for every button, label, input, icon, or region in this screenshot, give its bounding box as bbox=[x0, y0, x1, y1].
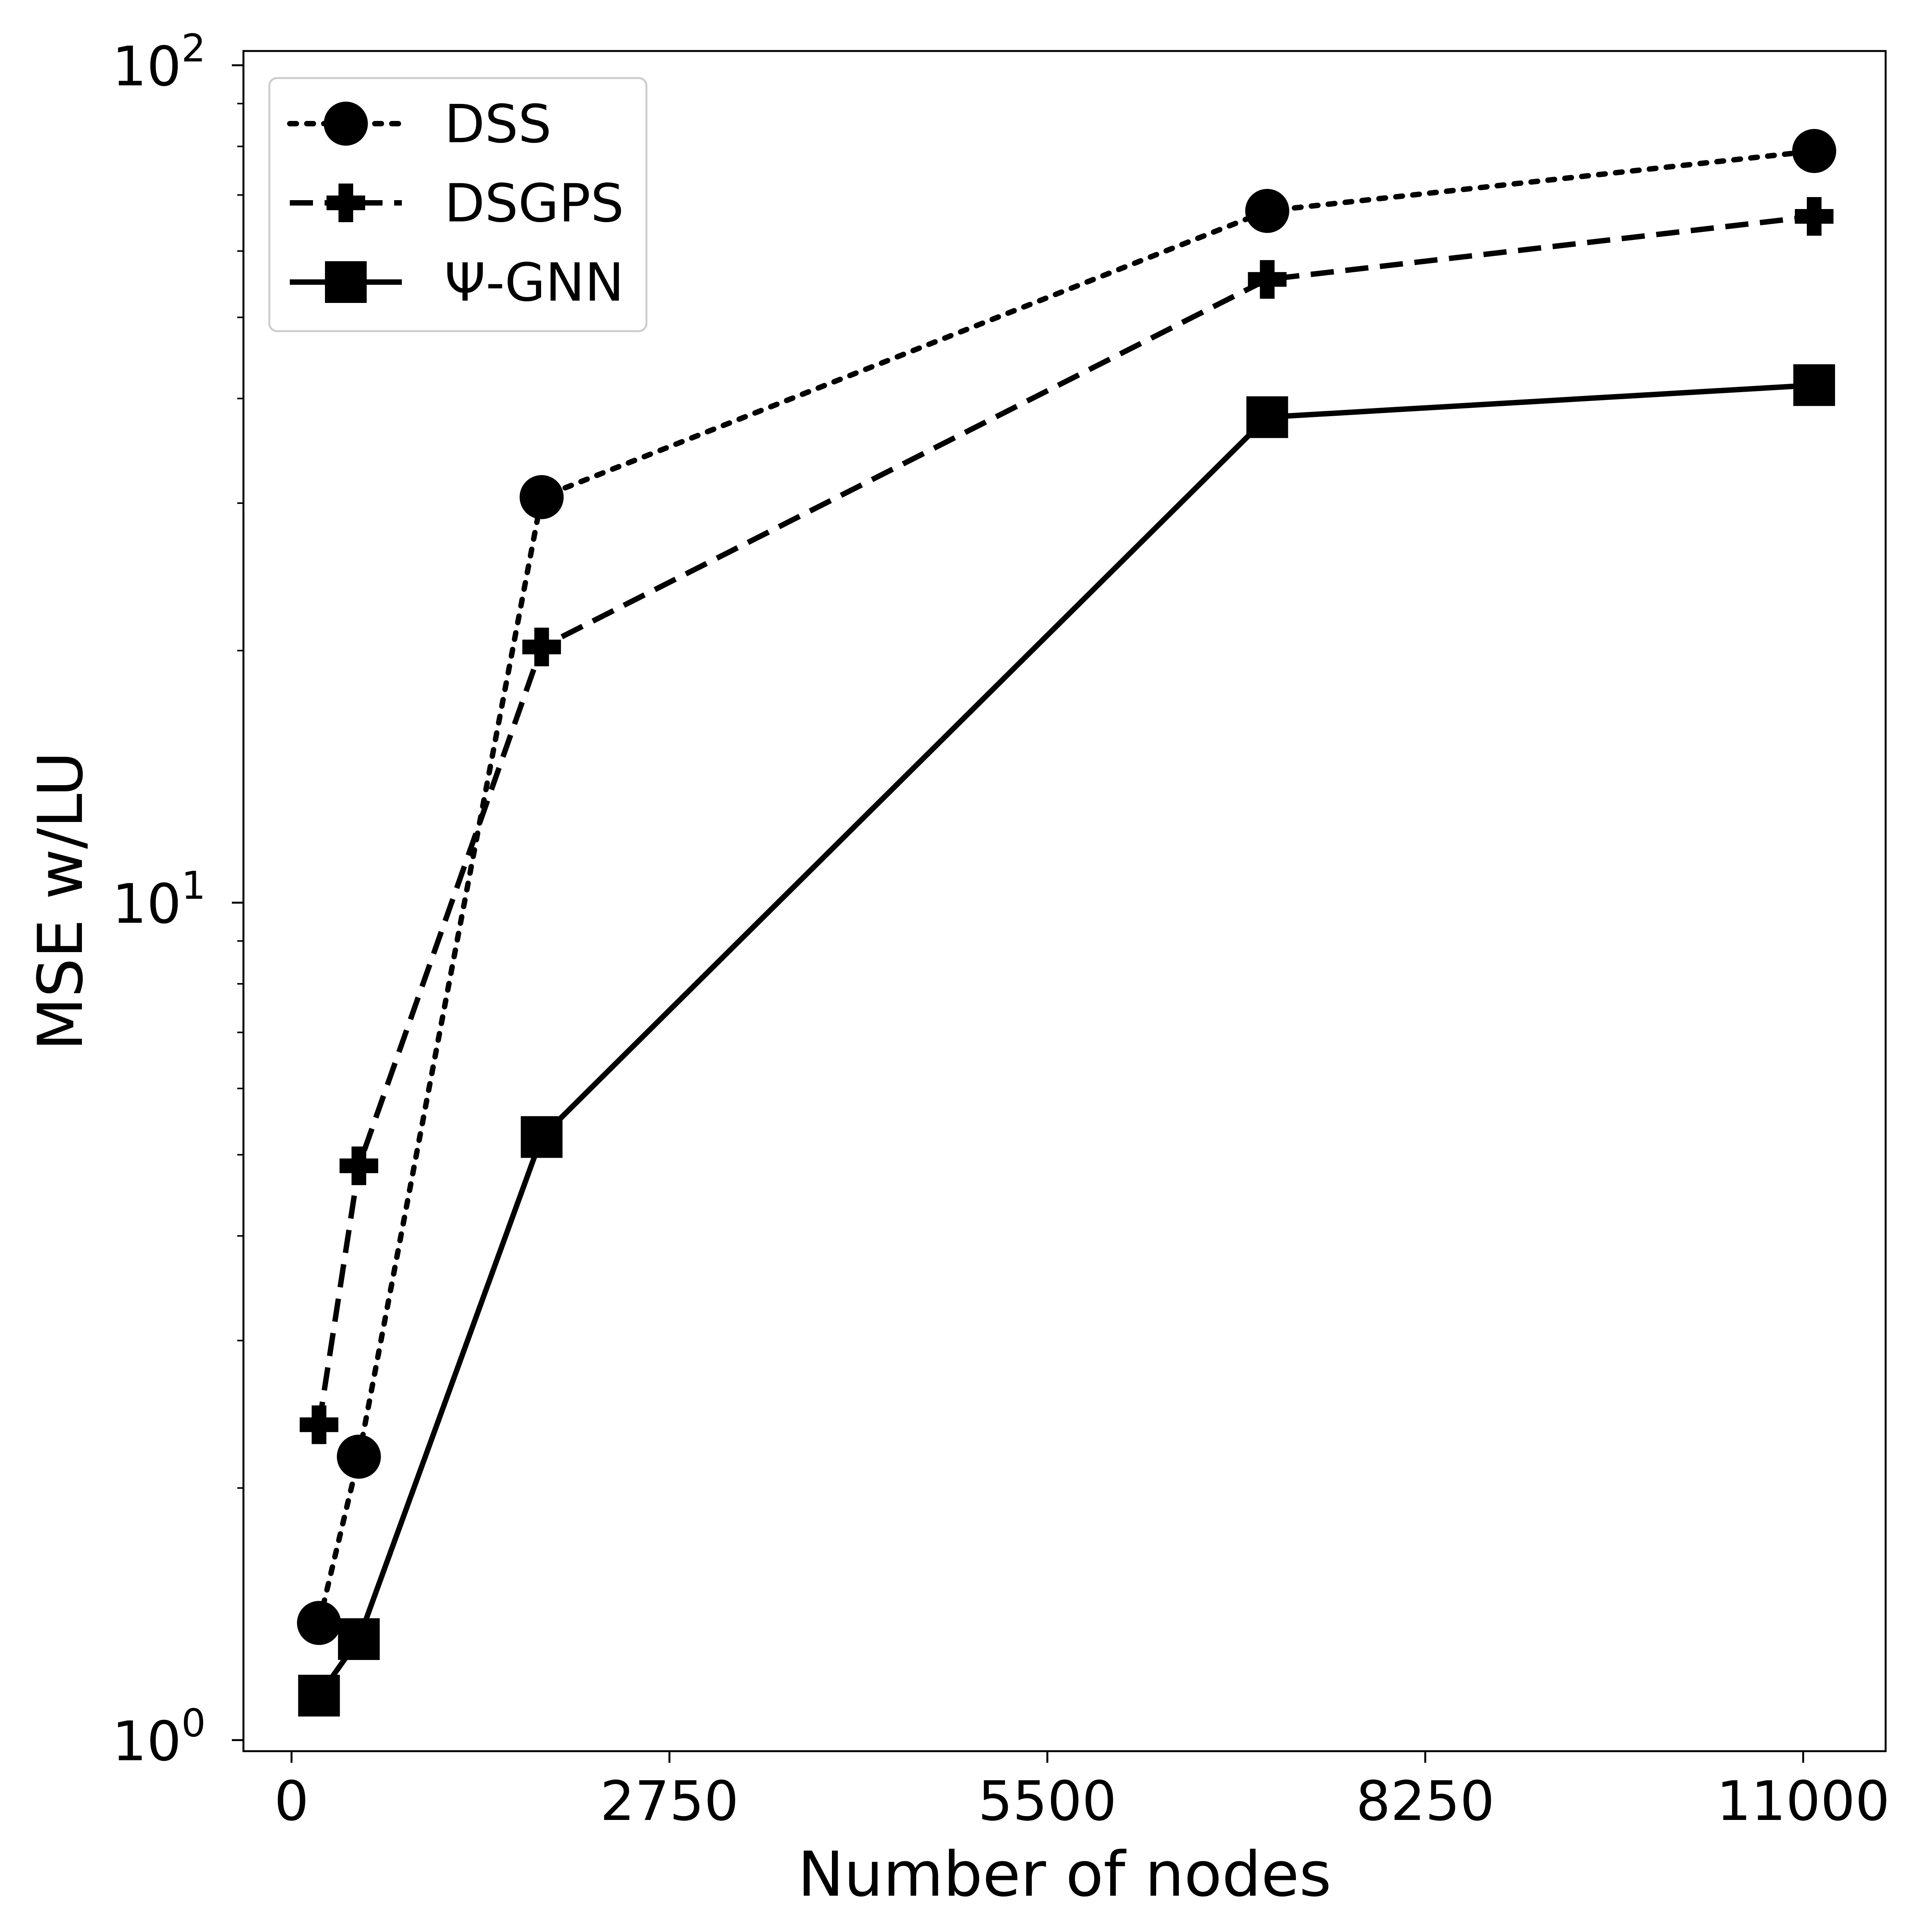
x-tick-label: 8250 bbox=[1356, 1770, 1495, 1833]
y-tick-label: 102 bbox=[112, 26, 206, 99]
x-axis-label: Number of nodes bbox=[798, 1838, 1331, 1910]
x-tick-label: 0 bbox=[274, 1770, 309, 1833]
legend-label-dsgps: DSGPS bbox=[444, 173, 624, 234]
data-point-dsgps bbox=[299, 1405, 338, 1444]
data-point-dss bbox=[1792, 129, 1837, 173]
data-point-gnn bbox=[520, 1116, 563, 1158]
data-point-gnn bbox=[1246, 396, 1288, 438]
x-tick-label: 11000 bbox=[1716, 1770, 1890, 1833]
y-tick-label: 100 bbox=[112, 1701, 206, 1773]
y-axis-ticks: 100 101 102 bbox=[112, 26, 243, 1773]
legend-marker-gnn bbox=[325, 261, 367, 303]
data-point-gnn bbox=[338, 1618, 380, 1660]
data-point-gnn bbox=[1793, 364, 1835, 406]
data-point-dss bbox=[519, 475, 564, 519]
plot-markers bbox=[297, 129, 1837, 1717]
legend-marker-dss bbox=[324, 102, 368, 146]
legend: DSS DSGPS Ψ-GNN bbox=[268, 77, 648, 332]
plot-frame bbox=[242, 50, 1887, 1752]
data-point-gnn bbox=[298, 1675, 340, 1717]
data-point-dsgps bbox=[339, 1146, 378, 1185]
y-tick-label: 101 bbox=[112, 864, 206, 936]
data-point-dsgps bbox=[1795, 197, 1834, 236]
data-point-dss bbox=[297, 1601, 341, 1645]
data-point-dss bbox=[1245, 189, 1289, 233]
data-point-dss bbox=[337, 1434, 381, 1479]
x-tick-label: 2750 bbox=[600, 1770, 739, 1833]
data-point-dsgps bbox=[1248, 260, 1287, 299]
legend-label-gnn: Ψ-GNN bbox=[444, 252, 624, 313]
x-tick-label: 5500 bbox=[978, 1770, 1117, 1833]
legend-marker-dsgps bbox=[327, 184, 365, 222]
data-point-dsgps bbox=[522, 628, 561, 667]
x-axis-ticks: 0 2750 5500 8250 11000 bbox=[274, 1751, 1890, 1833]
legend-label-dss: DSS bbox=[444, 94, 551, 155]
y-axis-label: MSE w/LU bbox=[24, 752, 97, 1051]
